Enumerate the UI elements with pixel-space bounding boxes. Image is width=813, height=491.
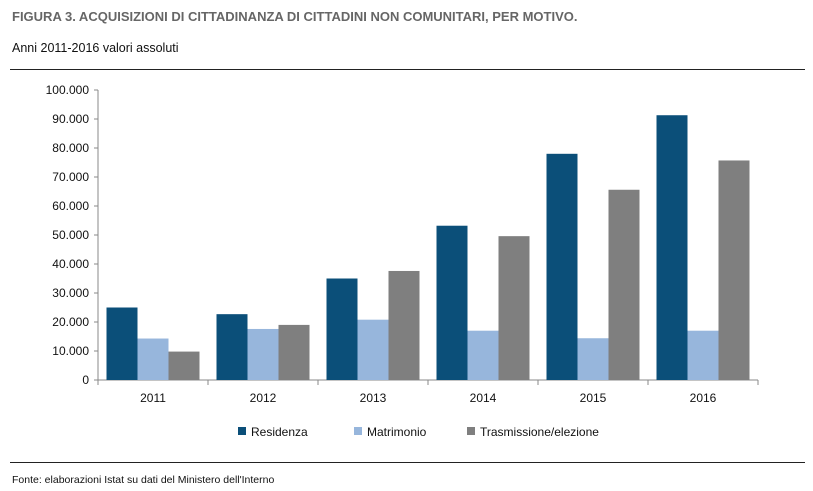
y-tick-label: 40.000: [52, 257, 89, 271]
y-axis: 0 10.000 20.000 30.000 40.000 50.000 60.000 70.…: [46, 83, 99, 387]
source-note: Fonte: elaborazioni Istat su dati del Mi…: [12, 474, 275, 486]
y-tick-label: 10.000: [52, 344, 89, 358]
bar-trasmissione-elezione-2012: [278, 324, 310, 380]
legend-swatch: [354, 427, 362, 435]
bar-matrimonio-2014: [467, 330, 499, 380]
bar-residenza-2013: [326, 278, 358, 380]
bar-residenza-2011: [106, 307, 138, 380]
y-tick-label: 20.000: [52, 315, 89, 329]
y-tick-label: 80.000: [52, 141, 89, 155]
x-axis: 2011 2012 2013 2014 2015 2016: [97, 379, 759, 405]
bar-trasmissione-elezione-2011: [168, 351, 200, 380]
bar-trasmissione-elezione-2014: [498, 236, 530, 380]
chart-title: FIGURA 3. ACQUISIZIONI DI CITTADINANZA D…: [12, 9, 578, 24]
legend-swatch: [467, 427, 475, 435]
legend-label: Residenza: [251, 425, 308, 439]
bar-matrimonio-2013: [357, 319, 389, 380]
y-tick-label: 100.000: [46, 83, 90, 97]
bar-matrimonio-2015: [577, 338, 609, 380]
bar-trasmissione-elezione-2015: [608, 189, 640, 380]
x-tick-label: 2011: [140, 391, 166, 405]
x-tick-label: 2013: [360, 391, 387, 405]
y-tick-label: 30.000: [52, 286, 89, 300]
bar-residenza-2016: [656, 115, 688, 380]
bar-residenza-2012: [216, 314, 248, 380]
y-tick-label: 90.000: [52, 112, 89, 126]
x-tick-label: 2016: [690, 391, 717, 405]
bar-trasmissione-elezione-2013: [388, 270, 420, 380]
bar-residenza-2014: [436, 225, 468, 380]
top-divider: [10, 69, 805, 70]
chart-subtitle: Anni 2011-2016 valori assoluti: [12, 41, 179, 55]
bar-matrimonio-2016: [687, 330, 719, 380]
y-tick-label: 60.000: [52, 199, 89, 213]
bar-trasmissione-elezione-2016: [718, 160, 750, 380]
legend-label: Trasmissione/elezione: [480, 425, 599, 439]
bottom-divider: [10, 462, 805, 463]
legend-swatch: [238, 427, 246, 435]
bar-residenza-2015: [546, 153, 578, 380]
y-tick-label: 70.000: [52, 170, 89, 184]
legend: Residenza Matrimonio Trasmissione/elezione: [238, 425, 599, 439]
bar-matrimonio-2011: [137, 338, 169, 380]
x-tick-label: 2015: [580, 391, 607, 405]
bar-matrimonio-2012: [247, 328, 279, 380]
bar-series-group: [106, 115, 750, 380]
y-tick-label: 50.000: [52, 228, 89, 242]
y-tick-label: 0: [82, 373, 89, 387]
legend-label: Matrimonio: [367, 425, 427, 439]
x-tick-label: 2014: [470, 391, 497, 405]
x-tick-label: 2012: [250, 391, 277, 405]
